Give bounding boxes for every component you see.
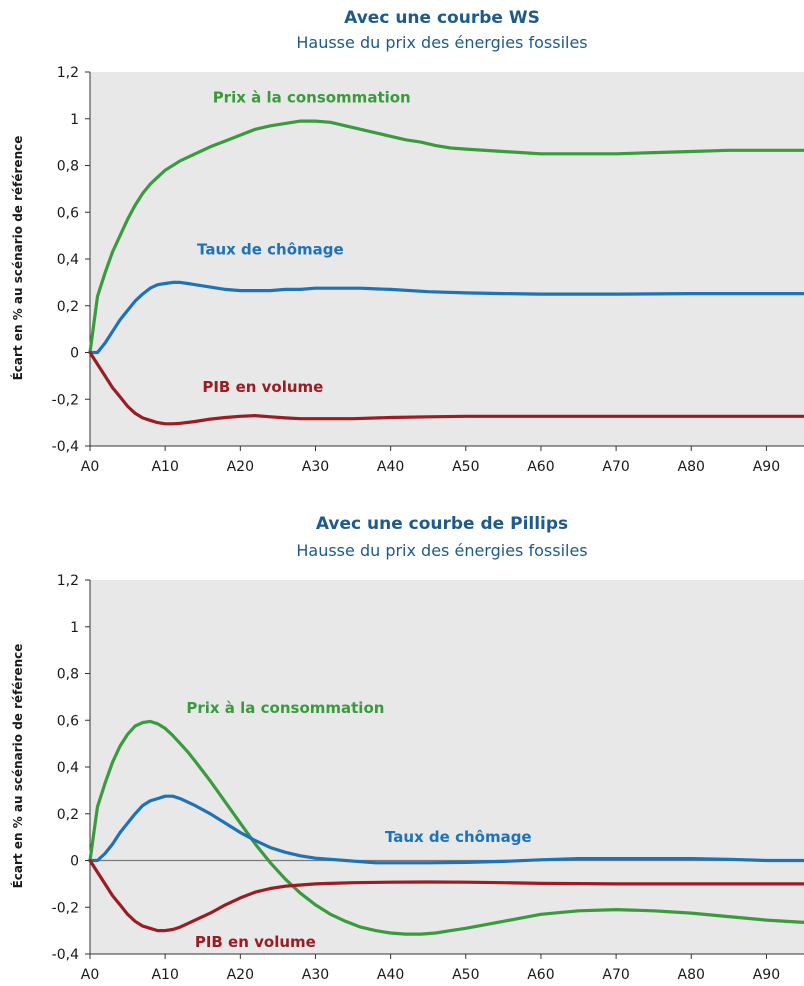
x-tick-label: A80 [678, 967, 705, 983]
x-tick-label: A30 [302, 459, 329, 475]
plot-background [90, 72, 804, 446]
x-tick-label: A10 [151, 967, 178, 983]
x-tick-label: A30 [302, 967, 329, 983]
series-label-prix: Prix à la consommation [186, 699, 384, 717]
series-line-chomage [88, 280, 804, 355]
series-line-chomage [88, 794, 804, 865]
chart-title: Avec une courbe WS [344, 8, 540, 28]
x-tick-label: A40 [377, 967, 404, 983]
y-axis-label: Écart en % au scénario de référence [10, 136, 25, 381]
x-tick-label: A60 [527, 967, 554, 983]
series-label-prix: Prix à la consommation [213, 88, 411, 106]
chart-phillips: Avec une courbe de Pillips Hausse du pri… [10, 514, 804, 983]
y-tick-label: 0,8 [57, 159, 79, 175]
series-label-pib: PIB en volume [202, 378, 323, 396]
plot-background [90, 580, 804, 954]
x-tick-label: A0 [81, 967, 99, 983]
x-tick-label: A20 [227, 459, 254, 475]
x-tick-label: A50 [452, 967, 479, 983]
y-tick-label: 0,6 [57, 713, 79, 729]
y-tick-label: 0,6 [57, 205, 79, 221]
y-tick-label: -0,4 [52, 947, 79, 963]
plot-area: -0,4 -0,2 0 0,2 0,4 0,6 0,8 1 1,2 A0 A10 A20 A30 A40 A… [52, 65, 804, 475]
plot-area: -0,4 -0,2 0 0,2 0,4 0,6 0,8 1 1,2 A0 A10 A20 A30 A40 A… [52, 573, 804, 983]
series-line-pib [88, 350, 804, 426]
x-tick-label: A10 [151, 459, 178, 475]
x-tick-label: A70 [602, 459, 629, 475]
y-tick-label: 0,2 [57, 807, 79, 823]
y-tick-label: 0 [70, 854, 79, 870]
x-tick-label: A90 [753, 459, 780, 475]
x-tick-label: A70 [602, 967, 629, 983]
y-tick-label: 1 [70, 112, 79, 128]
series-line-prix [88, 119, 804, 355]
y-tick-label: -0,2 [52, 900, 79, 916]
y-tick-label: 1 [70, 620, 79, 636]
y-tick-label: 0,2 [57, 299, 79, 315]
x-tick-label: A50 [452, 459, 479, 475]
y-tick-label: -0,4 [52, 439, 79, 455]
y-axis-label: Écart en % au scénario de référence [10, 644, 25, 889]
chart-subtitle: Hausse du prix des énergies fossiles [296, 33, 587, 52]
y-tick-label: 0,4 [57, 252, 79, 268]
y-tick-label: 0,4 [57, 760, 79, 776]
chart-title: Avec une courbe de Pillips [316, 514, 568, 534]
y-tick-label: 0 [70, 346, 79, 362]
chart-subtitle: Hausse du prix des énergies fossiles [296, 541, 587, 560]
x-tick-label: A0 [81, 459, 99, 475]
x-tick-label: A20 [227, 967, 254, 983]
chart-ws: Avec une courbe WS Hausse du prix des én… [10, 8, 804, 475]
series-line-pib [88, 858, 804, 933]
x-tick-label: A90 [753, 967, 780, 983]
y-tick-label: 1,2 [57, 65, 79, 81]
y-tick-label: 0,8 [57, 667, 79, 683]
x-tick-label: A40 [377, 459, 404, 475]
x-tick-label: A80 [678, 459, 705, 475]
series-label-chomage: Taux de chômage [385, 828, 532, 846]
y-tick-label: 1,2 [57, 573, 79, 589]
series-label-chomage: Taux de chômage [197, 240, 344, 258]
series-label-pib: PIB en volume [195, 933, 316, 951]
x-tick-label: A60 [527, 459, 554, 475]
y-tick-label: -0,2 [52, 392, 79, 408]
